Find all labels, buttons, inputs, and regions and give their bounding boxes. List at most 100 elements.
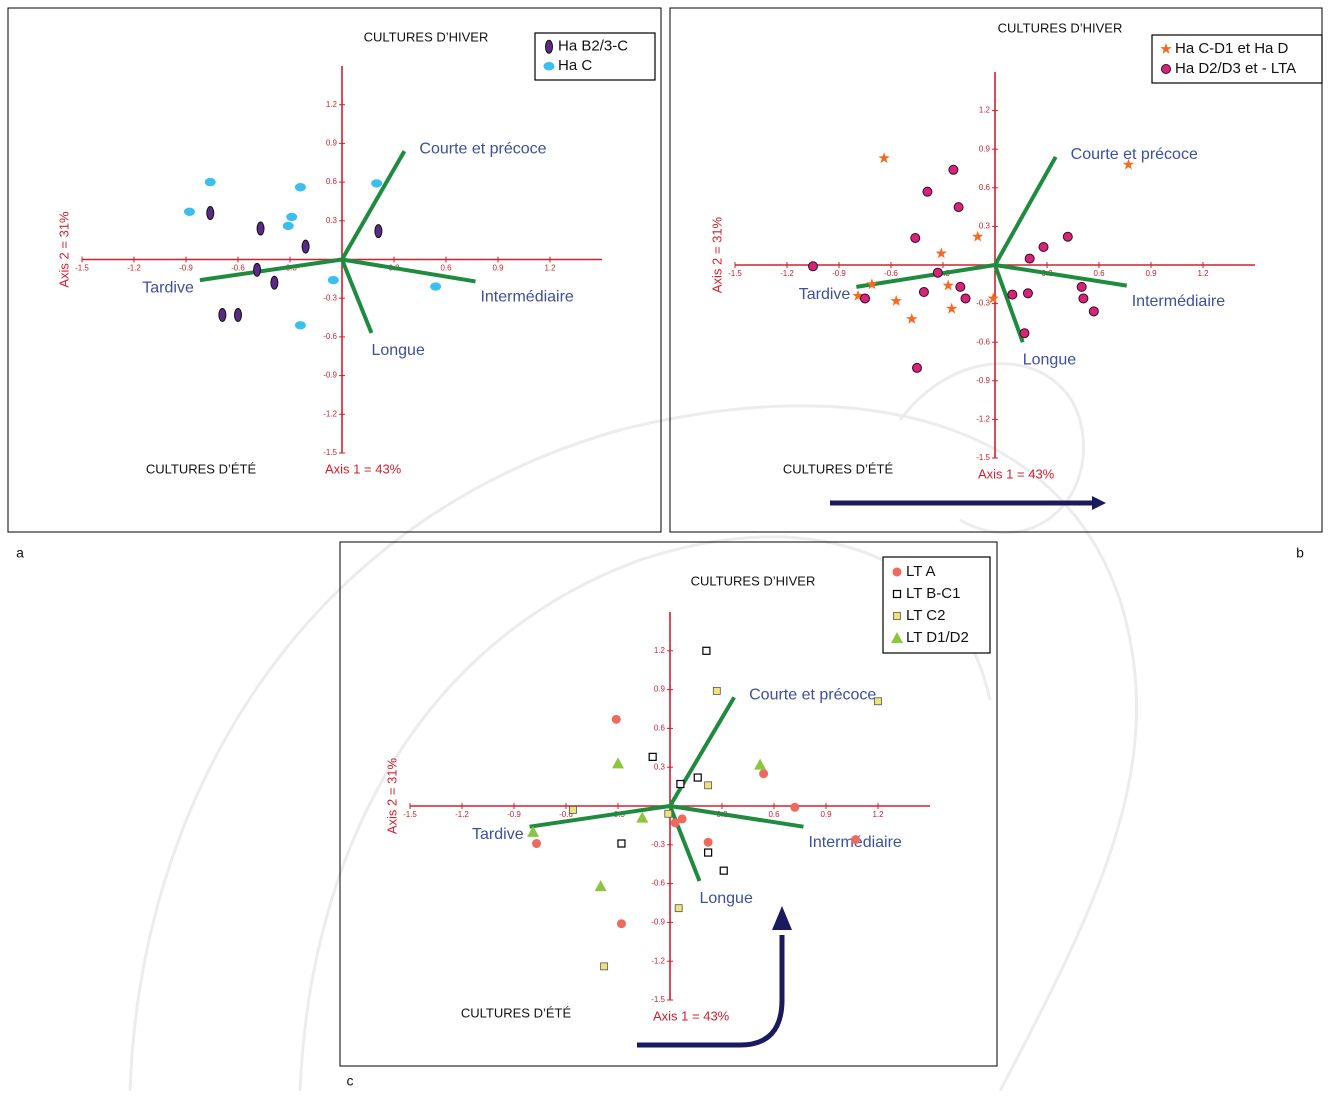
loading-vector xyxy=(993,155,1058,266)
point xyxy=(218,307,227,322)
x-axis-label: Axis 1 = 43% xyxy=(325,461,402,476)
x-tick-label: -0.9 xyxy=(507,810,521,819)
bottom-label: CULTURES D’ÉTÉ xyxy=(783,461,894,476)
vector-label: Courte et précoce xyxy=(749,687,876,704)
point xyxy=(611,714,621,724)
legend-label: LT A xyxy=(906,563,935,580)
panel-frame xyxy=(339,541,998,1067)
point xyxy=(932,267,943,278)
point xyxy=(790,802,800,812)
point xyxy=(910,232,921,243)
point xyxy=(294,183,306,192)
bottom-label: CULTURES D’ÉTÉ xyxy=(461,1005,572,1020)
point xyxy=(532,839,542,849)
legend-marker xyxy=(1160,43,1172,54)
y-tick-label: -0.6 xyxy=(323,332,337,341)
panel-title: CULTURES D’HIVER xyxy=(691,573,816,588)
loading-vector xyxy=(856,263,996,289)
y-tick-label: -1.2 xyxy=(323,409,337,418)
point xyxy=(890,295,902,306)
point xyxy=(953,202,964,213)
y-tick-label: 0.6 xyxy=(654,724,666,733)
point xyxy=(1078,293,1089,304)
legend-marker xyxy=(891,632,903,643)
point xyxy=(703,837,713,847)
x-tick-label: -1.5 xyxy=(728,269,742,278)
point xyxy=(670,818,680,828)
y-tick-label: -1.2 xyxy=(976,415,990,424)
point xyxy=(270,275,279,290)
loading-vector xyxy=(341,257,476,284)
point xyxy=(294,321,306,330)
y-tick-label: 0.6 xyxy=(326,177,338,186)
panel-label: c xyxy=(347,1073,354,1089)
point xyxy=(234,307,242,322)
point xyxy=(206,206,215,221)
y-tick-label: -1.5 xyxy=(976,453,990,462)
x-tick-label: -0.6 xyxy=(231,264,245,273)
y-tick-label: -1.5 xyxy=(651,995,665,1004)
point xyxy=(253,262,262,277)
loading-vector xyxy=(994,263,1128,288)
loading-vector xyxy=(340,258,374,334)
point xyxy=(948,164,959,175)
point xyxy=(850,835,860,845)
legend-label: Ha B2/3-C xyxy=(558,38,628,55)
panel-frame xyxy=(7,7,662,533)
point xyxy=(946,302,958,314)
point xyxy=(955,281,966,292)
point xyxy=(648,752,657,761)
y-tick-label: 0.9 xyxy=(654,685,666,694)
point xyxy=(918,287,929,298)
point xyxy=(282,221,294,231)
point xyxy=(374,224,383,239)
point xyxy=(906,313,918,324)
point xyxy=(1024,253,1035,264)
point xyxy=(677,814,687,824)
y-tick-label: 0.9 xyxy=(326,139,338,148)
legend-marker xyxy=(892,589,902,599)
y-tick-label: 0.6 xyxy=(979,183,991,192)
panel-label: b xyxy=(1296,545,1304,561)
point xyxy=(693,773,702,782)
loading-vector xyxy=(993,264,1025,343)
x-tick-label: 0.6 xyxy=(1093,269,1105,278)
point xyxy=(612,757,624,769)
vector-label: Intermédiaire xyxy=(1132,293,1225,310)
legend-box xyxy=(1151,34,1323,84)
vector-label: Courte et précoce xyxy=(419,140,546,157)
legend-label: LT D1/D2 xyxy=(906,629,969,646)
point xyxy=(1122,158,1135,170)
legend-label: Ha C xyxy=(558,57,592,74)
point xyxy=(1076,281,1087,292)
point xyxy=(183,207,195,216)
y-tick-label: -0.3 xyxy=(323,293,337,302)
y-tick-label: -0.3 xyxy=(976,299,990,308)
point xyxy=(204,177,216,187)
point xyxy=(754,758,767,770)
x-tick-label: 1.2 xyxy=(1197,269,1209,278)
arrow-head xyxy=(1092,496,1106,510)
loading-vector xyxy=(340,150,407,261)
y-tick-label: 1.2 xyxy=(326,100,338,109)
point xyxy=(371,179,383,188)
point xyxy=(759,769,769,779)
legend-marker xyxy=(1161,64,1171,74)
y-tick-label: -0.9 xyxy=(976,376,990,385)
point xyxy=(1088,306,1099,317)
loading-vector xyxy=(529,804,671,829)
point xyxy=(674,904,683,913)
point xyxy=(327,275,339,285)
x-tick-label: -0.9 xyxy=(179,264,193,273)
point xyxy=(704,848,713,857)
x-tick-label: 1.2 xyxy=(544,264,556,273)
y-tick-label: 0.3 xyxy=(654,762,666,771)
x-tick-label: -0.6 xyxy=(559,810,573,819)
bottom-label: CULTURES D’ÉTÉ xyxy=(146,461,257,476)
point xyxy=(987,292,999,304)
y-tick-label: 1.2 xyxy=(979,106,991,115)
y-axis-label: Axis 2 = 31% xyxy=(709,216,724,293)
point xyxy=(712,686,721,695)
vector-label: Tardive xyxy=(472,826,524,843)
